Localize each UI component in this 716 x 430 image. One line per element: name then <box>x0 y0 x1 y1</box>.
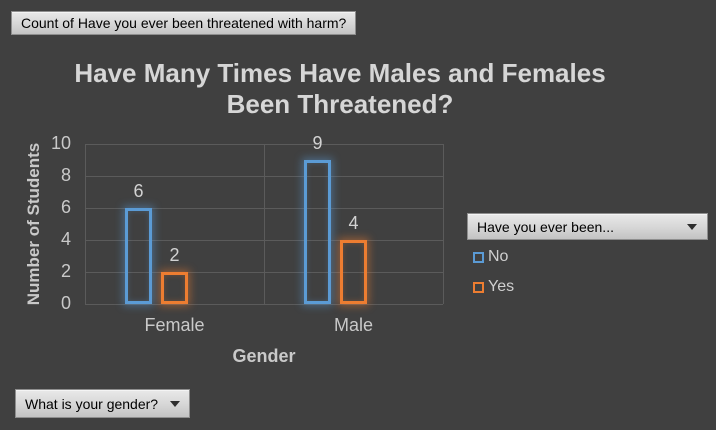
legend-label: Yes <box>488 278 515 295</box>
plot-area: 0 2 4 6 8 10 Female 6 2 Male 9 4 <box>51 133 444 335</box>
category-label-male: Male <box>333 315 373 335</box>
dropdown-arrow-icon <box>687 224 697 230</box>
y-tick-label: 4 <box>60 229 71 249</box>
y-tick-label: 10 <box>50 133 71 153</box>
bar-male-no <box>304 160 331 304</box>
legend-swatch-icon <box>473 281 484 293</box>
y-tick-label: 8 <box>60 165 71 185</box>
category-label-female: Female <box>144 315 205 335</box>
plot-border <box>263 144 265 304</box>
y-tick-label: 2 <box>60 261 71 281</box>
bar-female-yes <box>161 272 188 304</box>
x-axis-title: Gender <box>232 346 296 366</box>
y-tick-label: 6 <box>60 197 71 217</box>
value-field-label: Count of Have you ever been threatened w… <box>21 15 347 31</box>
axis-field-label: What is your gender? <box>25 395 159 412</box>
plot-border <box>442 144 444 304</box>
legend-item-yes: Yes <box>473 277 514 297</box>
chart-title-line2: Been Threatened? <box>226 89 454 119</box>
chart-legend: No Yes <box>473 247 514 307</box>
axis-field-dropdown-button[interactable]: What is your gender? <box>15 389 191 418</box>
legend-item-no: No <box>473 247 514 267</box>
chart-title-line1: Have Many Times Have Males and Females <box>74 58 606 88</box>
legend-field-dropdown-button[interactable]: Have you ever been... <box>467 213 708 240</box>
bar-value-label: 2 <box>169 245 180 265</box>
bar-value-label: 4 <box>348 213 359 233</box>
bar-value-label: 6 <box>133 181 144 201</box>
bar-male-yes <box>340 240 367 304</box>
chart-title: Have Many Times Have Males and Females B… <box>30 58 650 120</box>
dropdown-arrow-icon <box>170 400 181 407</box>
legend-label: No <box>488 248 509 265</box>
bar-value-label: 9 <box>312 133 323 153</box>
legend-swatch-icon <box>473 251 484 263</box>
plot-border <box>84 144 86 304</box>
gridline <box>85 303 443 305</box>
y-tick-label: 0 <box>60 293 71 313</box>
legend-field-label: Have you ever been... <box>477 218 614 235</box>
value-field-button[interactable]: Count of Have you ever been threatened w… <box>11 11 357 35</box>
bar-female-no <box>125 208 152 304</box>
